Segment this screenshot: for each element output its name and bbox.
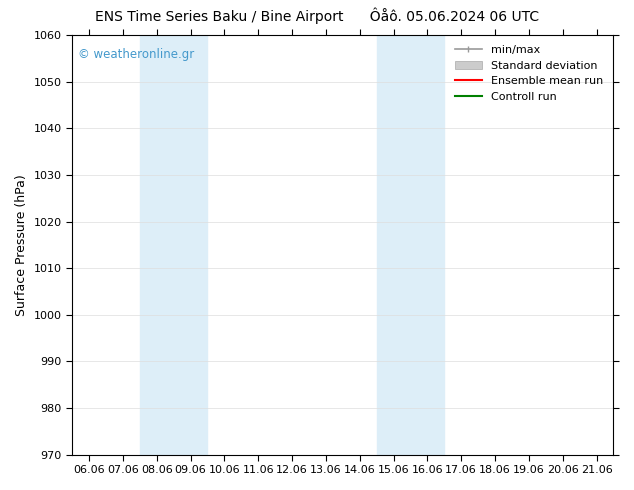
Text: ENS Time Series Baku / Bine Airport      Ôåô. 05.06.2024 06 UTC: ENS Time Series Baku / Bine Airport Ôåô.… bbox=[95, 7, 539, 24]
Bar bbox=[377, 35, 444, 455]
Text: © weatheronline.gr: © weatheronline.gr bbox=[77, 48, 194, 61]
Legend: min/max, Standard deviation, Ensemble mean run, Controll run: min/max, Standard deviation, Ensemble me… bbox=[450, 41, 608, 106]
Bar bbox=[139, 35, 207, 455]
Y-axis label: Surface Pressure (hPa): Surface Pressure (hPa) bbox=[15, 174, 28, 316]
